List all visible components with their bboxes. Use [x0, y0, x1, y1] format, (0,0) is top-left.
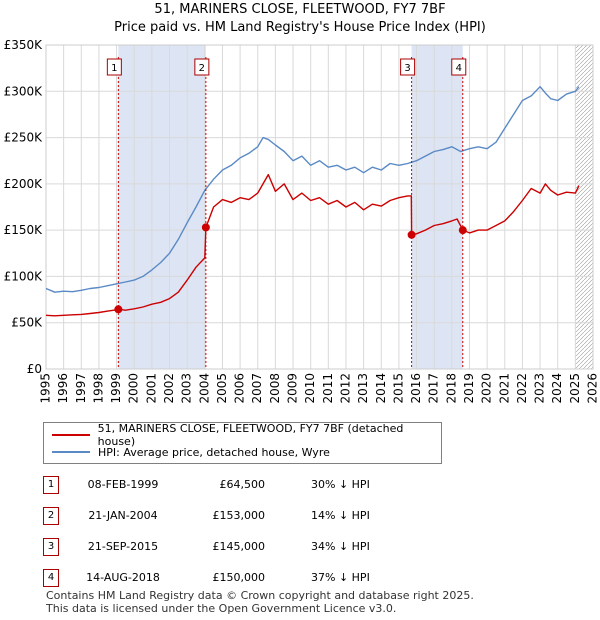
- sale-number-badge: 3: [43, 538, 59, 556]
- y-tick-label: £200K: [4, 177, 44, 191]
- x-tick-label: 2018: [444, 373, 458, 404]
- x-tick-label: 2021: [497, 373, 511, 404]
- x-tick-label: 2010: [303, 373, 317, 404]
- sale-row: 2 21-JAN-2004 £153,000 14% ↓ HPI: [43, 507, 593, 525]
- x-tick-label: 2014: [374, 373, 388, 404]
- x-tick-label: 2003: [180, 373, 194, 404]
- chart-subtitle: Price paid vs. HM Land Registry's House …: [114, 20, 486, 35]
- x-tick-label: 2005: [215, 373, 229, 404]
- x-tick-label: 1998: [91, 373, 105, 404]
- hpi-line: [45, 86, 580, 293]
- sale-price: £150,000: [212, 571, 266, 584]
- footer-copyright: Contains HM Land Registry data © Crown c…: [46, 589, 474, 602]
- legend-label-hpi: HPI: Average price, detached house, Wyre: [98, 445, 330, 459]
- y-tick-label: £50K: [11, 316, 43, 330]
- y-tick-label: £300K: [4, 84, 44, 98]
- sale-price: £153,000: [212, 509, 266, 522]
- sale-marker-dot: [201, 223, 210, 232]
- x-tick-label: 2002: [162, 373, 176, 404]
- price-chart: £0 £50K £100K £150K £200K £250K £300K £350K 1995…: [4, 38, 600, 404]
- x-tick-label: 2015: [391, 373, 405, 404]
- plot-frame: [45, 44, 594, 370]
- y-tick-label: £250K: [4, 131, 44, 145]
- sale-row: 1 08-FEB-1999 £64,500 30% ↓ HPI: [43, 476, 593, 494]
- x-tick-label: 2000: [127, 373, 141, 404]
- x-tick-label: 1997: [74, 373, 88, 404]
- sale-number-badge: 4: [43, 569, 59, 587]
- x-tick-label: 2020: [480, 373, 494, 404]
- sale-hpi-diff: 34% ↓ HPI: [311, 540, 370, 553]
- x-tick-label: 2025: [568, 373, 582, 404]
- chart-title: 51, MARINERS CLOSE, FLEETWOOD, FY7 7BF: [154, 2, 446, 17]
- sale-marker-dot: [407, 230, 416, 239]
- chart-legend: 51, MARINERS CLOSE, FLEETWOOD, FY7 7BF (…: [43, 422, 442, 464]
- sale-marker-label: 1: [111, 63, 117, 74]
- x-tick-label: 2019: [462, 373, 476, 404]
- sale-price: £64,500: [219, 478, 266, 491]
- x-tick-label: 2016: [409, 373, 423, 404]
- sale-hpi-diff: 14% ↓ HPI: [311, 509, 370, 522]
- sale-date: 08-FEB-1999: [87, 478, 159, 491]
- y-tick-label: £100K: [4, 269, 44, 283]
- x-tick-label: 2006: [233, 373, 247, 404]
- shaded-period: [411, 45, 463, 369]
- legend-swatch-price: [52, 434, 90, 436]
- legend-item-price: 51, MARINERS CLOSE, FLEETWOOD, FY7 7BF (…: [52, 422, 441, 448]
- x-tick-label: 2012: [338, 373, 352, 404]
- sale-row: 4 14-AUG-2018 £150,000 37% ↓ HPI: [43, 569, 593, 587]
- sale-marker-label: 2: [199, 63, 205, 74]
- sale-marker-dot: [114, 305, 123, 314]
- x-tick-label: 2023: [533, 373, 547, 404]
- y-tick-label: £150K: [4, 223, 44, 237]
- sale-marker-label: 3: [404, 63, 410, 74]
- sale-hpi-diff: 37% ↓ HPI: [311, 571, 370, 584]
- sale-marker-dot: [458, 226, 467, 235]
- x-tick-label: 2022: [515, 373, 529, 404]
- sale-marker-label: 4: [456, 63, 462, 74]
- sale-number-badge: 2: [43, 507, 59, 525]
- sale-row: 3 21-SEP-2015 £145,000 34% ↓ HPI: [43, 538, 593, 556]
- x-tick-label: 2013: [356, 373, 370, 404]
- sale-marker-badge: [194, 58, 210, 76]
- y-tick-label: £350K: [4, 38, 44, 52]
- sale-date: 14-AUG-2018: [86, 571, 160, 584]
- x-tick-label: 2009: [286, 373, 300, 404]
- sale-date: 21-JAN-2004: [88, 509, 158, 522]
- x-tick-label: 1999: [109, 373, 123, 404]
- sale-price: £145,000: [212, 540, 266, 553]
- legend-item-hpi: HPI: Average price, detached house, Wyre: [52, 444, 330, 460]
- shaded-period: [118, 45, 206, 369]
- price-paid-line: [45, 173, 580, 317]
- sale-marker-badge: [451, 58, 467, 76]
- x-tick-label: 2007: [250, 373, 264, 404]
- sale-hpi-diff: 30% ↓ HPI: [311, 478, 370, 491]
- legend-swatch-hpi: [52, 451, 90, 453]
- x-tick-label: 2011: [321, 373, 335, 404]
- sale-marker-badge: [400, 58, 416, 76]
- x-tick-label: 2026: [586, 373, 600, 404]
- x-tick-label: 2024: [550, 373, 564, 404]
- y-tick-label: £0: [27, 362, 42, 376]
- sale-number-badge: 1: [43, 476, 59, 494]
- x-tick-label: 2008: [268, 373, 282, 404]
- footer-licence: This data is licensed under the Open Gov…: [46, 602, 397, 615]
- x-tick-label: 2004: [197, 373, 211, 404]
- x-tick-label: 1995: [39, 373, 53, 404]
- x-tick-label: 2001: [144, 373, 158, 404]
- legend-label-price: 51, MARINERS CLOSE, FLEETWOOD, FY7 7BF (…: [97, 422, 404, 448]
- x-tick-label: 1996: [56, 373, 70, 404]
- sale-date: 21-SEP-2015: [87, 540, 159, 553]
- future-hatch: [575, 45, 593, 369]
- sale-marker-badge: [106, 58, 122, 76]
- x-tick-label: 2017: [427, 373, 441, 404]
